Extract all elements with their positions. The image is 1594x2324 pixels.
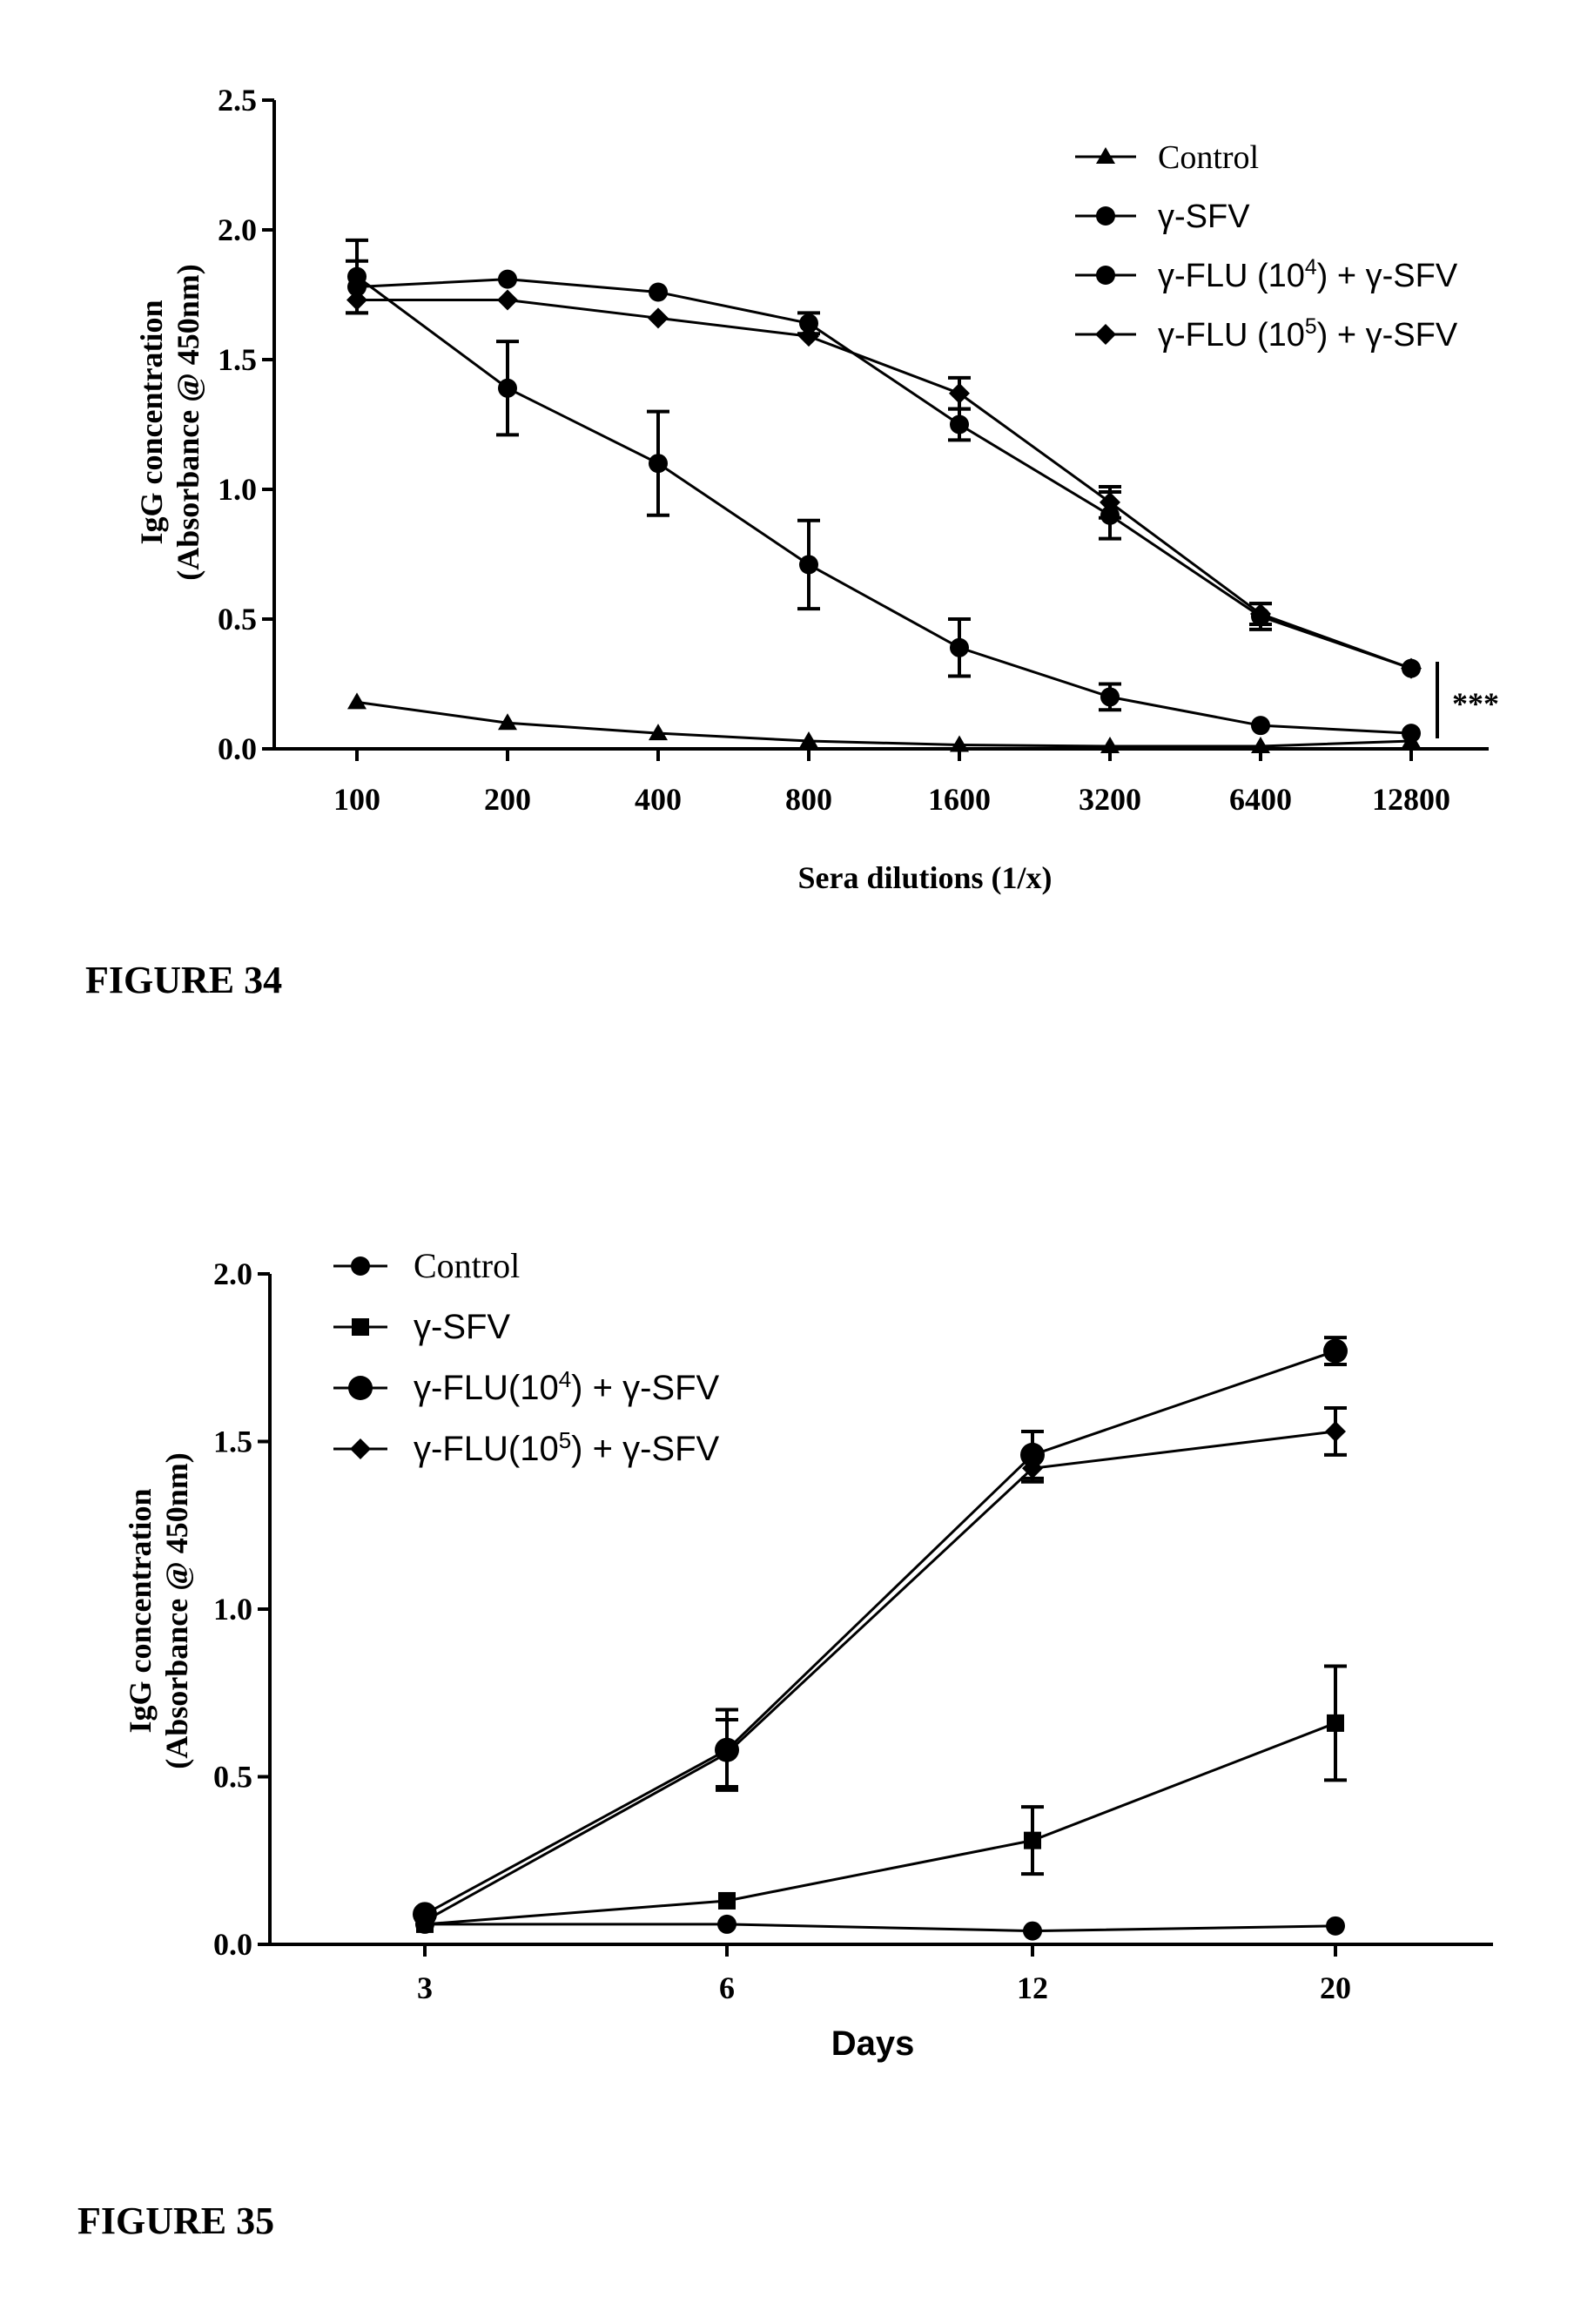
data-point bbox=[717, 1915, 736, 1934]
legend-label: γ-FLU(104) + γ-SFV bbox=[414, 1366, 720, 1407]
y-axis-label: (Absorbance @ 450nm) bbox=[159, 1452, 194, 1768]
legend: Control γ-SFV γ-FLU (104) + γ-SFV γ-FLU (10… bbox=[1075, 139, 1458, 354]
y-tick-label: 2.5 bbox=[218, 83, 257, 118]
data-point bbox=[498, 270, 517, 289]
y-axis-label: (Absorbance @ 450nm) bbox=[171, 264, 205, 580]
x-tick-label: 200 bbox=[484, 782, 531, 817]
data-point bbox=[1251, 716, 1270, 735]
series-3 bbox=[414, 1408, 1347, 1931]
data-point bbox=[1024, 1832, 1041, 1849]
x-axis-label: Sera dilutions (1/x) bbox=[797, 860, 1052, 895]
legend: Control γ-SFV γ-FLU(104) + γ-SFV γ-FLU(105)… bbox=[333, 1246, 720, 1468]
data-point bbox=[649, 454, 668, 473]
x-tick-label: 20 bbox=[1320, 1970, 1351, 2005]
legend-label: γ-SFV bbox=[414, 1308, 510, 1346]
data-point bbox=[1325, 1421, 1346, 1442]
y-tick-label: 0.5 bbox=[218, 602, 257, 637]
x-tick-label: 3200 bbox=[1079, 782, 1141, 817]
y-tick-label: 1.0 bbox=[213, 1592, 252, 1627]
x-tick-label: 12 bbox=[1017, 1970, 1048, 2005]
y-tick-label: 0.0 bbox=[218, 731, 257, 766]
figure-34-caption: FIGURE 34 bbox=[85, 958, 282, 1002]
legend-label: γ-FLU (105) + γ-SFV bbox=[1158, 315, 1458, 354]
data-point bbox=[950, 638, 969, 657]
data-point bbox=[1402, 724, 1421, 743]
x-tick-label: 1600 bbox=[928, 782, 991, 817]
x-tick-label: 6 bbox=[719, 1970, 735, 2005]
y-tick-label: 1.5 bbox=[213, 1425, 252, 1459]
data-point bbox=[718, 1892, 736, 1910]
x-axis-label: Days bbox=[831, 2024, 915, 2063]
series-line bbox=[425, 1723, 1335, 1924]
chart-figure-34: 0.0 0.5 1.0 1.5 2.0 2.5 100 200 400 800 1600 3200 64… bbox=[134, 83, 1499, 895]
legend-label: γ-FLU (104) + γ-SFV bbox=[1158, 256, 1458, 294]
data-point bbox=[1023, 1922, 1042, 1941]
x-tick-label: 12800 bbox=[1372, 782, 1450, 817]
y-axis-label: IgG concentration bbox=[123, 1489, 158, 1734]
series-line bbox=[425, 1924, 1335, 1931]
series-2 bbox=[413, 1337, 1348, 1926]
data-point bbox=[648, 307, 669, 328]
y-tick-label: 2.0 bbox=[218, 212, 257, 247]
data-point bbox=[1327, 1714, 1344, 1732]
legend-label: Control bbox=[1158, 139, 1259, 176]
legend-marker bbox=[1096, 266, 1115, 285]
y-tick-label: 2.0 bbox=[213, 1256, 252, 1291]
significance-annotation: *** bbox=[1452, 686, 1499, 721]
x-tick-label: 6400 bbox=[1229, 782, 1292, 817]
y-tick-label: 0.0 bbox=[213, 1927, 252, 1962]
x-tick-label: 3 bbox=[417, 1970, 433, 2005]
data-point bbox=[498, 379, 517, 398]
y-tick-label: 1.5 bbox=[218, 342, 257, 377]
data-point bbox=[949, 383, 970, 404]
data-point bbox=[1326, 1916, 1345, 1936]
legend-label: γ-FLU(105) + γ-SFV bbox=[414, 1427, 720, 1468]
legend-marker bbox=[351, 1256, 370, 1276]
figure-35-caption: FIGURE 35 bbox=[77, 2199, 274, 2243]
data-point bbox=[1100, 687, 1120, 706]
y-tick-label: 0.5 bbox=[213, 1760, 252, 1795]
legend-label: γ-SFV bbox=[1158, 199, 1250, 235]
data-point bbox=[1401, 658, 1422, 679]
series-1 bbox=[416, 1666, 1347, 1932]
y-tick-label: 1.0 bbox=[218, 472, 257, 507]
data-point bbox=[950, 415, 969, 434]
legend-marker bbox=[1096, 206, 1115, 226]
legend-label: Control bbox=[414, 1246, 520, 1285]
legend-marker bbox=[348, 1376, 373, 1400]
legend-marker bbox=[1095, 324, 1116, 345]
data-point bbox=[799, 555, 818, 574]
data-point bbox=[649, 283, 668, 302]
legend-marker bbox=[350, 1438, 371, 1459]
legend-marker bbox=[352, 1318, 369, 1336]
x-tick-label: 400 bbox=[635, 782, 682, 817]
series-line bbox=[425, 1431, 1335, 1921]
x-tick-label: 100 bbox=[333, 782, 380, 817]
series-1 bbox=[346, 240, 1421, 743]
x-tick-label: 800 bbox=[785, 782, 832, 817]
y-axis-label: IgG concentration bbox=[134, 300, 169, 545]
chart-figure-35: 0.0 0.5 1.0 1.5 2.0 3 6 12 20 Days IgG concentrati… bbox=[123, 1246, 1493, 2063]
series-0 bbox=[415, 1915, 1345, 1941]
data-point bbox=[497, 289, 518, 310]
data-point bbox=[347, 692, 367, 709]
data-point bbox=[1323, 1339, 1348, 1364]
